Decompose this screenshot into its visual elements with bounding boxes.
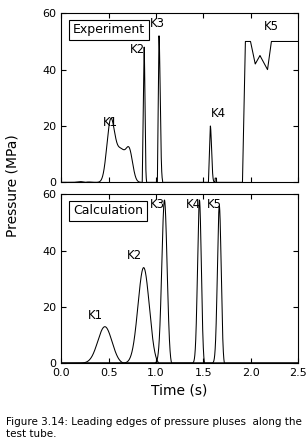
Text: K4: K4	[186, 198, 201, 211]
Text: Experiment: Experiment	[73, 23, 145, 36]
Text: K5: K5	[207, 198, 222, 211]
X-axis label: Time (s): Time (s)	[151, 384, 208, 398]
Text: K3: K3	[150, 198, 165, 211]
Text: K1: K1	[88, 309, 103, 323]
Text: K4: K4	[211, 107, 226, 120]
Text: K5: K5	[264, 20, 279, 33]
Text: K3: K3	[150, 17, 165, 30]
Text: K2: K2	[130, 43, 145, 55]
Text: K1: K1	[103, 116, 118, 129]
Text: Calculation: Calculation	[73, 204, 143, 218]
Text: K2: K2	[127, 249, 142, 262]
Text: Pressure (MPa): Pressure (MPa)	[5, 135, 19, 237]
Text: Figure 3.14: Leading edges of pressure pluses  along the test tube.: Figure 3.14: Leading edges of pressure p…	[6, 417, 302, 439]
